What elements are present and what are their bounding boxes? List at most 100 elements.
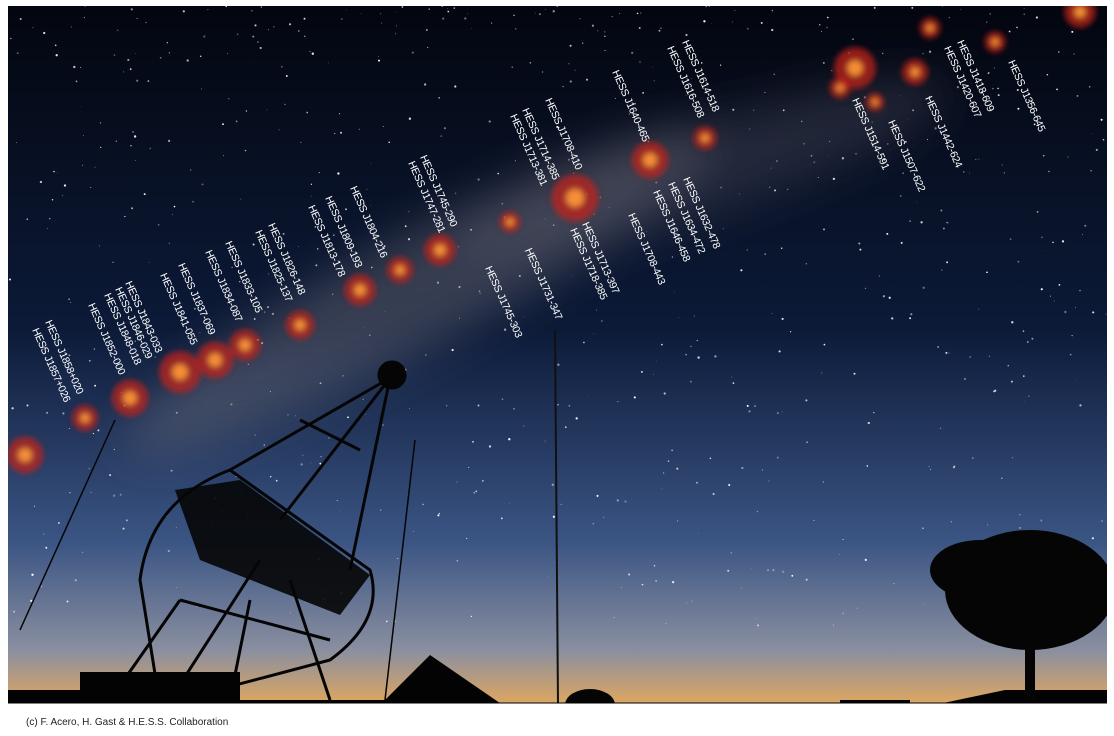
star	[612, 16, 613, 17]
star	[694, 316, 695, 317]
star	[946, 261, 948, 263]
star	[940, 210, 942, 212]
star	[207, 9, 208, 10]
star	[457, 560, 458, 561]
credit: (c) F. Acero, H. Gast & H.E.S.S. Collabo…	[26, 717, 228, 728]
star	[468, 467, 469, 468]
star	[270, 476, 272, 478]
star	[781, 248, 782, 249]
star	[714, 355, 716, 357]
star	[659, 30, 661, 32]
star	[548, 576, 549, 577]
star	[709, 6, 710, 7]
source-core	[1074, 6, 1086, 18]
star	[267, 306, 269, 308]
star	[615, 98, 616, 99]
star	[556, 5, 558, 7]
star	[1047, 74, 1048, 75]
scene: HESS J1858+020HESS J1857+026HESS J1852-0…	[0, 0, 1114, 736]
star	[489, 445, 491, 447]
source-core	[395, 265, 405, 275]
star	[677, 520, 678, 521]
star	[254, 24, 256, 26]
star	[605, 50, 606, 51]
star	[84, 17, 85, 18]
star	[601, 320, 602, 321]
star	[26, 218, 28, 220]
star	[856, 608, 857, 609]
star	[255, 434, 256, 435]
star	[823, 481, 824, 482]
star	[909, 220, 910, 221]
star	[545, 440, 546, 441]
star	[298, 30, 300, 32]
star	[144, 193, 146, 195]
star	[557, 404, 558, 405]
star	[545, 9, 546, 10]
star	[363, 399, 364, 400]
star	[730, 552, 732, 554]
star	[222, 123, 224, 125]
star	[823, 62, 825, 64]
star	[697, 356, 699, 358]
star	[927, 139, 928, 140]
star	[513, 15, 514, 16]
star	[733, 382, 735, 384]
star	[309, 51, 310, 52]
star	[126, 519, 128, 521]
star	[656, 361, 657, 362]
star	[619, 13, 620, 14]
star	[772, 569, 774, 571]
star	[57, 172, 58, 173]
star	[1043, 155, 1045, 157]
star	[642, 92, 644, 94]
star	[942, 6, 943, 7]
star	[260, 47, 262, 49]
star	[924, 605, 925, 606]
star	[94, 167, 95, 168]
star	[312, 53, 314, 55]
star	[311, 463, 312, 464]
star	[662, 488, 663, 489]
star	[1036, 16, 1038, 18]
star	[477, 178, 479, 180]
star	[740, 269, 742, 271]
star	[901, 242, 903, 244]
star	[425, 354, 427, 356]
star	[806, 441, 808, 443]
source-core	[847, 60, 863, 76]
star	[1010, 238, 1012, 240]
star	[147, 80, 149, 82]
star	[26, 404, 28, 406]
star	[511, 66, 513, 68]
star	[340, 132, 342, 134]
star	[969, 173, 970, 174]
star	[176, 527, 177, 528]
star	[839, 554, 840, 555]
star	[171, 470, 173, 472]
star	[727, 570, 729, 572]
star	[791, 575, 793, 577]
star	[1019, 527, 1021, 529]
star	[447, 11, 449, 13]
star	[813, 520, 814, 521]
star	[187, 59, 189, 61]
star	[501, 517, 503, 519]
star	[930, 469, 931, 470]
star	[346, 10, 347, 11]
star	[136, 80, 138, 82]
star	[301, 463, 303, 465]
star	[114, 449, 115, 450]
star	[446, 405, 447, 406]
star	[83, 135, 84, 136]
star	[886, 233, 888, 235]
star	[819, 24, 821, 26]
star	[1048, 171, 1049, 172]
star	[311, 196, 312, 197]
star	[782, 318, 784, 320]
star	[641, 371, 643, 373]
star	[909, 317, 911, 319]
star	[678, 317, 679, 318]
star	[539, 13, 540, 14]
star	[46, 412, 48, 414]
